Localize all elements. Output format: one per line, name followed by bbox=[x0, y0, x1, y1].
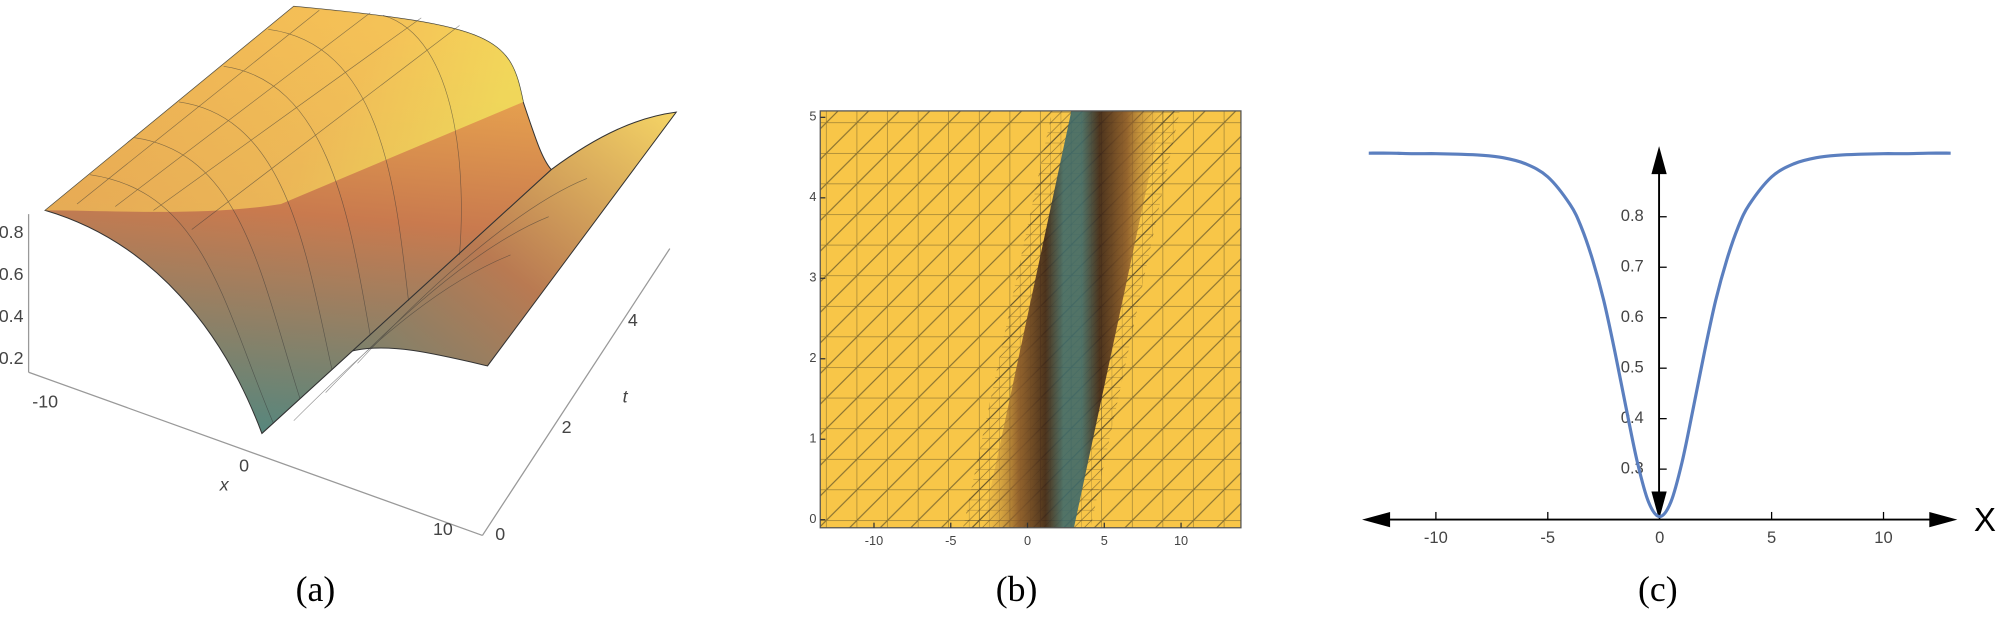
x-axis bbox=[28, 371, 483, 537]
density-panel bbox=[819, 110, 1242, 529]
x-axis-label: x bbox=[219, 474, 230, 494]
soliton-band bbox=[982, 110, 1164, 528]
z-tick-label: 0.2 bbox=[0, 348, 24, 368]
y-tick-label: 1 bbox=[809, 431, 816, 446]
y-tick-label: 0 bbox=[809, 511, 816, 526]
t-tick-label: 0 bbox=[495, 524, 505, 544]
x-tick-label: -10 bbox=[1424, 528, 1448, 547]
arrow bbox=[1362, 511, 1391, 528]
z-tick-label: 0.6 bbox=[0, 264, 24, 284]
z-tick-label: 0.4 bbox=[0, 306, 24, 326]
x-tick-label: 10 bbox=[433, 519, 453, 539]
x-tick-label: -5 bbox=[1540, 528, 1555, 547]
line bbox=[1368, 151, 1951, 519]
x-tick-label: -5 bbox=[945, 533, 956, 548]
z-tick-label: 0.8 bbox=[0, 222, 24, 242]
t-tick-label: 4 bbox=[628, 310, 638, 330]
x-tick-label: 5 bbox=[1767, 528, 1776, 547]
x-tick-label: 5 bbox=[1101, 533, 1108, 548]
x-tick-label: -10 bbox=[32, 392, 58, 412]
y-tick-label: 0.4 bbox=[1621, 408, 1644, 427]
y-tick-label: 0.8 bbox=[1621, 206, 1644, 225]
surface-panel bbox=[27, 5, 678, 537]
x-tick-label: -10 bbox=[865, 533, 883, 548]
x-axis-label: X bbox=[1974, 502, 1996, 539]
y-tick-label: 4 bbox=[809, 189, 816, 204]
x-tick-label: 0 bbox=[1024, 533, 1031, 548]
x-tick-label: 10 bbox=[1174, 533, 1188, 548]
y-tick-label: 0.6 bbox=[1621, 307, 1644, 326]
arrow bbox=[1651, 491, 1667, 520]
caption: (c) bbox=[1638, 569, 1678, 609]
caption: (a) bbox=[296, 569, 336, 609]
y-tick-label: 0.7 bbox=[1621, 257, 1644, 276]
surface-plateau bbox=[45, 6, 524, 212]
y-tick-label: 3 bbox=[809, 270, 816, 285]
frame bbox=[819, 110, 1242, 529]
y-tick-label: 0.5 bbox=[1621, 358, 1644, 377]
t-axis-label: t bbox=[623, 386, 629, 406]
t-tick-label: 2 bbox=[562, 417, 572, 437]
x-tick-label: 0 bbox=[239, 455, 249, 475]
x-tick-label: 0 bbox=[1655, 528, 1664, 547]
t-axis bbox=[481, 248, 671, 536]
y-tick-label: 5 bbox=[809, 109, 816, 124]
y-tick-label: 2 bbox=[809, 350, 816, 365]
x-tick-label: 10 bbox=[1874, 528, 1892, 547]
caption: (b) bbox=[996, 569, 1038, 609]
arrow bbox=[1651, 146, 1667, 175]
arrow bbox=[1929, 511, 1958, 528]
